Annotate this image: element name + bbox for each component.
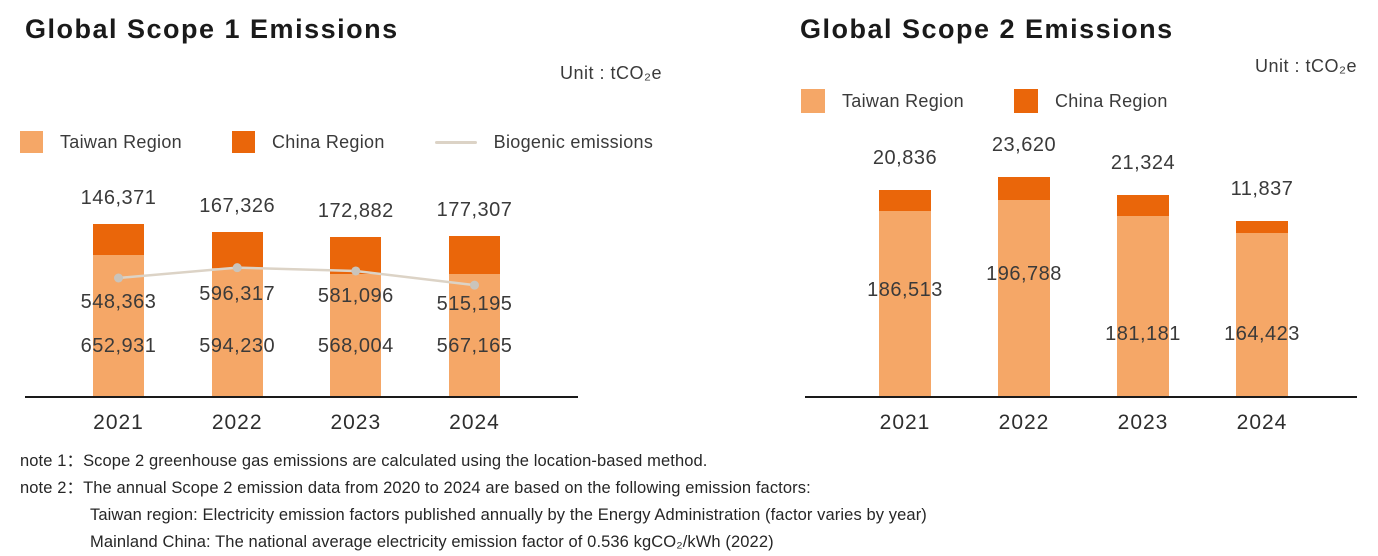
note-line-4: Mainland China: The national average ele…	[90, 533, 774, 551]
value-label-taiwan-2022: 196,788	[986, 263, 1062, 285]
scope2-chart-title: Global Scope 2 Emissions	[800, 14, 1174, 44]
bar-segment-china-2024	[1236, 220, 1288, 233]
value-label-biogenic-2021: 548,363	[80, 291, 157, 313]
year-label-2024: 2024	[1236, 411, 1288, 434]
year-label-2021: 2021	[879, 411, 931, 434]
value-label-biogenic-2024: 515,195	[436, 293, 513, 315]
value-label-china-2022: 23,620	[991, 134, 1057, 157]
legend-item-taiwan-region: Taiwan Region	[801, 89, 964, 113]
scope1-chart-title: Global Scope 1 Emissions	[25, 14, 399, 44]
legend-label: Taiwan Region	[842, 90, 964, 111]
bar-segment-taiwan-2023	[1117, 215, 1169, 396]
footnotes-section: note 1：Scope 2 greenhouse gas emissions …	[20, 448, 927, 556]
bar-segment-taiwan-2023	[330, 273, 382, 396]
year-label-2023: 2023	[330, 411, 382, 434]
value-label-china-2024: 11,837	[1230, 177, 1294, 200]
taiwan-region-swatch-icon	[801, 89, 825, 113]
year-label-2024: 2024	[449, 411, 500, 434]
year-label-2023: 2023	[1117, 411, 1169, 434]
value-label-taiwan-2023: 181,181	[1105, 323, 1181, 345]
bar-segment-taiwan-2024	[449, 273, 500, 396]
scope1-legend: Taiwan Region China Region Biogenic emis…	[20, 131, 653, 153]
x-axis-line	[25, 396, 578, 398]
bar-segment-taiwan-2021	[879, 210, 931, 396]
bar-segment-china-2023	[330, 236, 382, 274]
china-region-swatch-icon	[1013, 89, 1038, 113]
value-label-taiwan-2021: 652,931	[80, 335, 157, 357]
value-label-china-2021: 146,371	[80, 187, 157, 209]
legend-label: China Region	[271, 131, 385, 152]
legend-item-biogenic-emissions: Biogenic emissions	[434, 131, 654, 153]
scope2-legend: Taiwan Region China Region	[801, 89, 1168, 113]
legend-label: China Region	[1054, 90, 1168, 111]
value-label-taiwan-2022: 594,230	[199, 335, 276, 357]
note-line-3: Taiwan region: Electricity emission fact…	[90, 506, 927, 524]
value-label-china-2021: 20,836	[872, 147, 938, 169]
bar-segment-china-2022	[998, 177, 1050, 201]
bar-segment-china-2024	[449, 235, 500, 274]
scope1-unit-label: Unit : tCO₂e	[559, 63, 662, 83]
bar-segment-china-2023	[1117, 194, 1169, 216]
bar-segment-taiwan-2021	[93, 255, 144, 396]
value-label-china-2024: 177,307	[436, 198, 513, 221]
note-line-1: note 1：Scope 2 greenhouse gas emissions …	[20, 452, 708, 470]
china-region-swatch-icon	[231, 131, 255, 153]
bar-segment-taiwan-2024	[1236, 232, 1288, 396]
value-label-biogenic-2023: 581,096	[317, 285, 394, 307]
value-label-taiwan-2021: 186,513	[867, 279, 943, 301]
year-label-2021: 2021	[93, 411, 144, 434]
bar-segment-taiwan-2022	[998, 200, 1050, 396]
value-label-china-2023: 172,882	[317, 199, 394, 222]
biogenic-line-icon	[434, 140, 477, 144]
legend-item-china-region: China Region	[1013, 89, 1168, 113]
year-label-2022: 2022	[998, 411, 1050, 434]
taiwan-region-swatch-icon	[20, 131, 43, 153]
value-label-biogenic-2022: 596,317	[199, 283, 276, 305]
legend-item-taiwan-region: Taiwan Region	[20, 131, 182, 153]
legend-label: Taiwan Region	[60, 131, 182, 152]
value-label-taiwan-2024: 164,423	[1224, 323, 1300, 345]
value-label-china-2022: 167,326	[199, 195, 276, 218]
bar-segment-taiwan-2022	[211, 268, 263, 396]
scope2-unit-label: Unit : tCO₂e	[1254, 56, 1357, 76]
bar-segment-china-2021	[93, 224, 144, 256]
bar-segment-china-2022	[211, 232, 263, 269]
x-axis-line	[805, 396, 1357, 398]
legend-label: Biogenic emissions	[493, 131, 654, 152]
value-label-taiwan-2023: 568,004	[317, 335, 394, 357]
value-label-taiwan-2024: 567,165	[436, 335, 513, 357]
bar-segment-china-2021	[879, 190, 931, 211]
note-line-2: note 2：The annual Scope 2 emission data …	[20, 479, 811, 497]
value-label-china-2023: 21,324	[1110, 151, 1176, 174]
year-label-2022: 2022	[211, 411, 263, 434]
legend-item-china-region: China Region	[231, 131, 385, 153]
